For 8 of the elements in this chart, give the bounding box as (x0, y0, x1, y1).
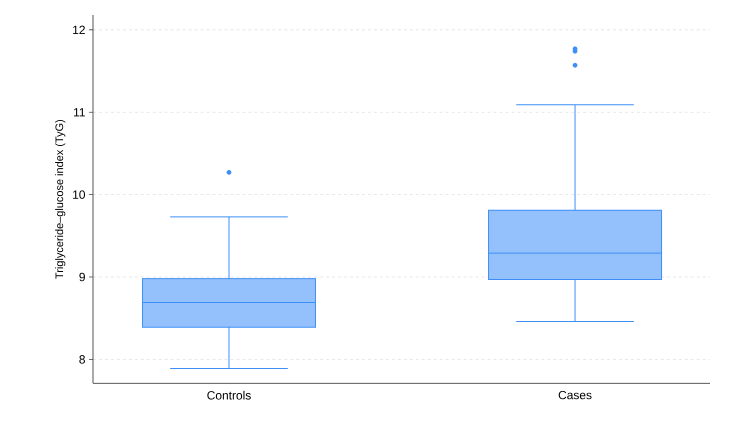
y-tick-label: 8 (79, 355, 85, 364)
y-axis-title: Triglyceride–glucose index (TyG) (55, 120, 66, 279)
y-tick-label: 11 (74, 108, 85, 116)
y-tick-label: 9 (79, 272, 85, 282)
y-tick-label: 12 (73, 26, 85, 34)
y-tick-label: 10 (73, 190, 86, 199)
x-tick-label: Cases (558, 390, 592, 400)
x-tick-label: Controls (207, 390, 251, 400)
